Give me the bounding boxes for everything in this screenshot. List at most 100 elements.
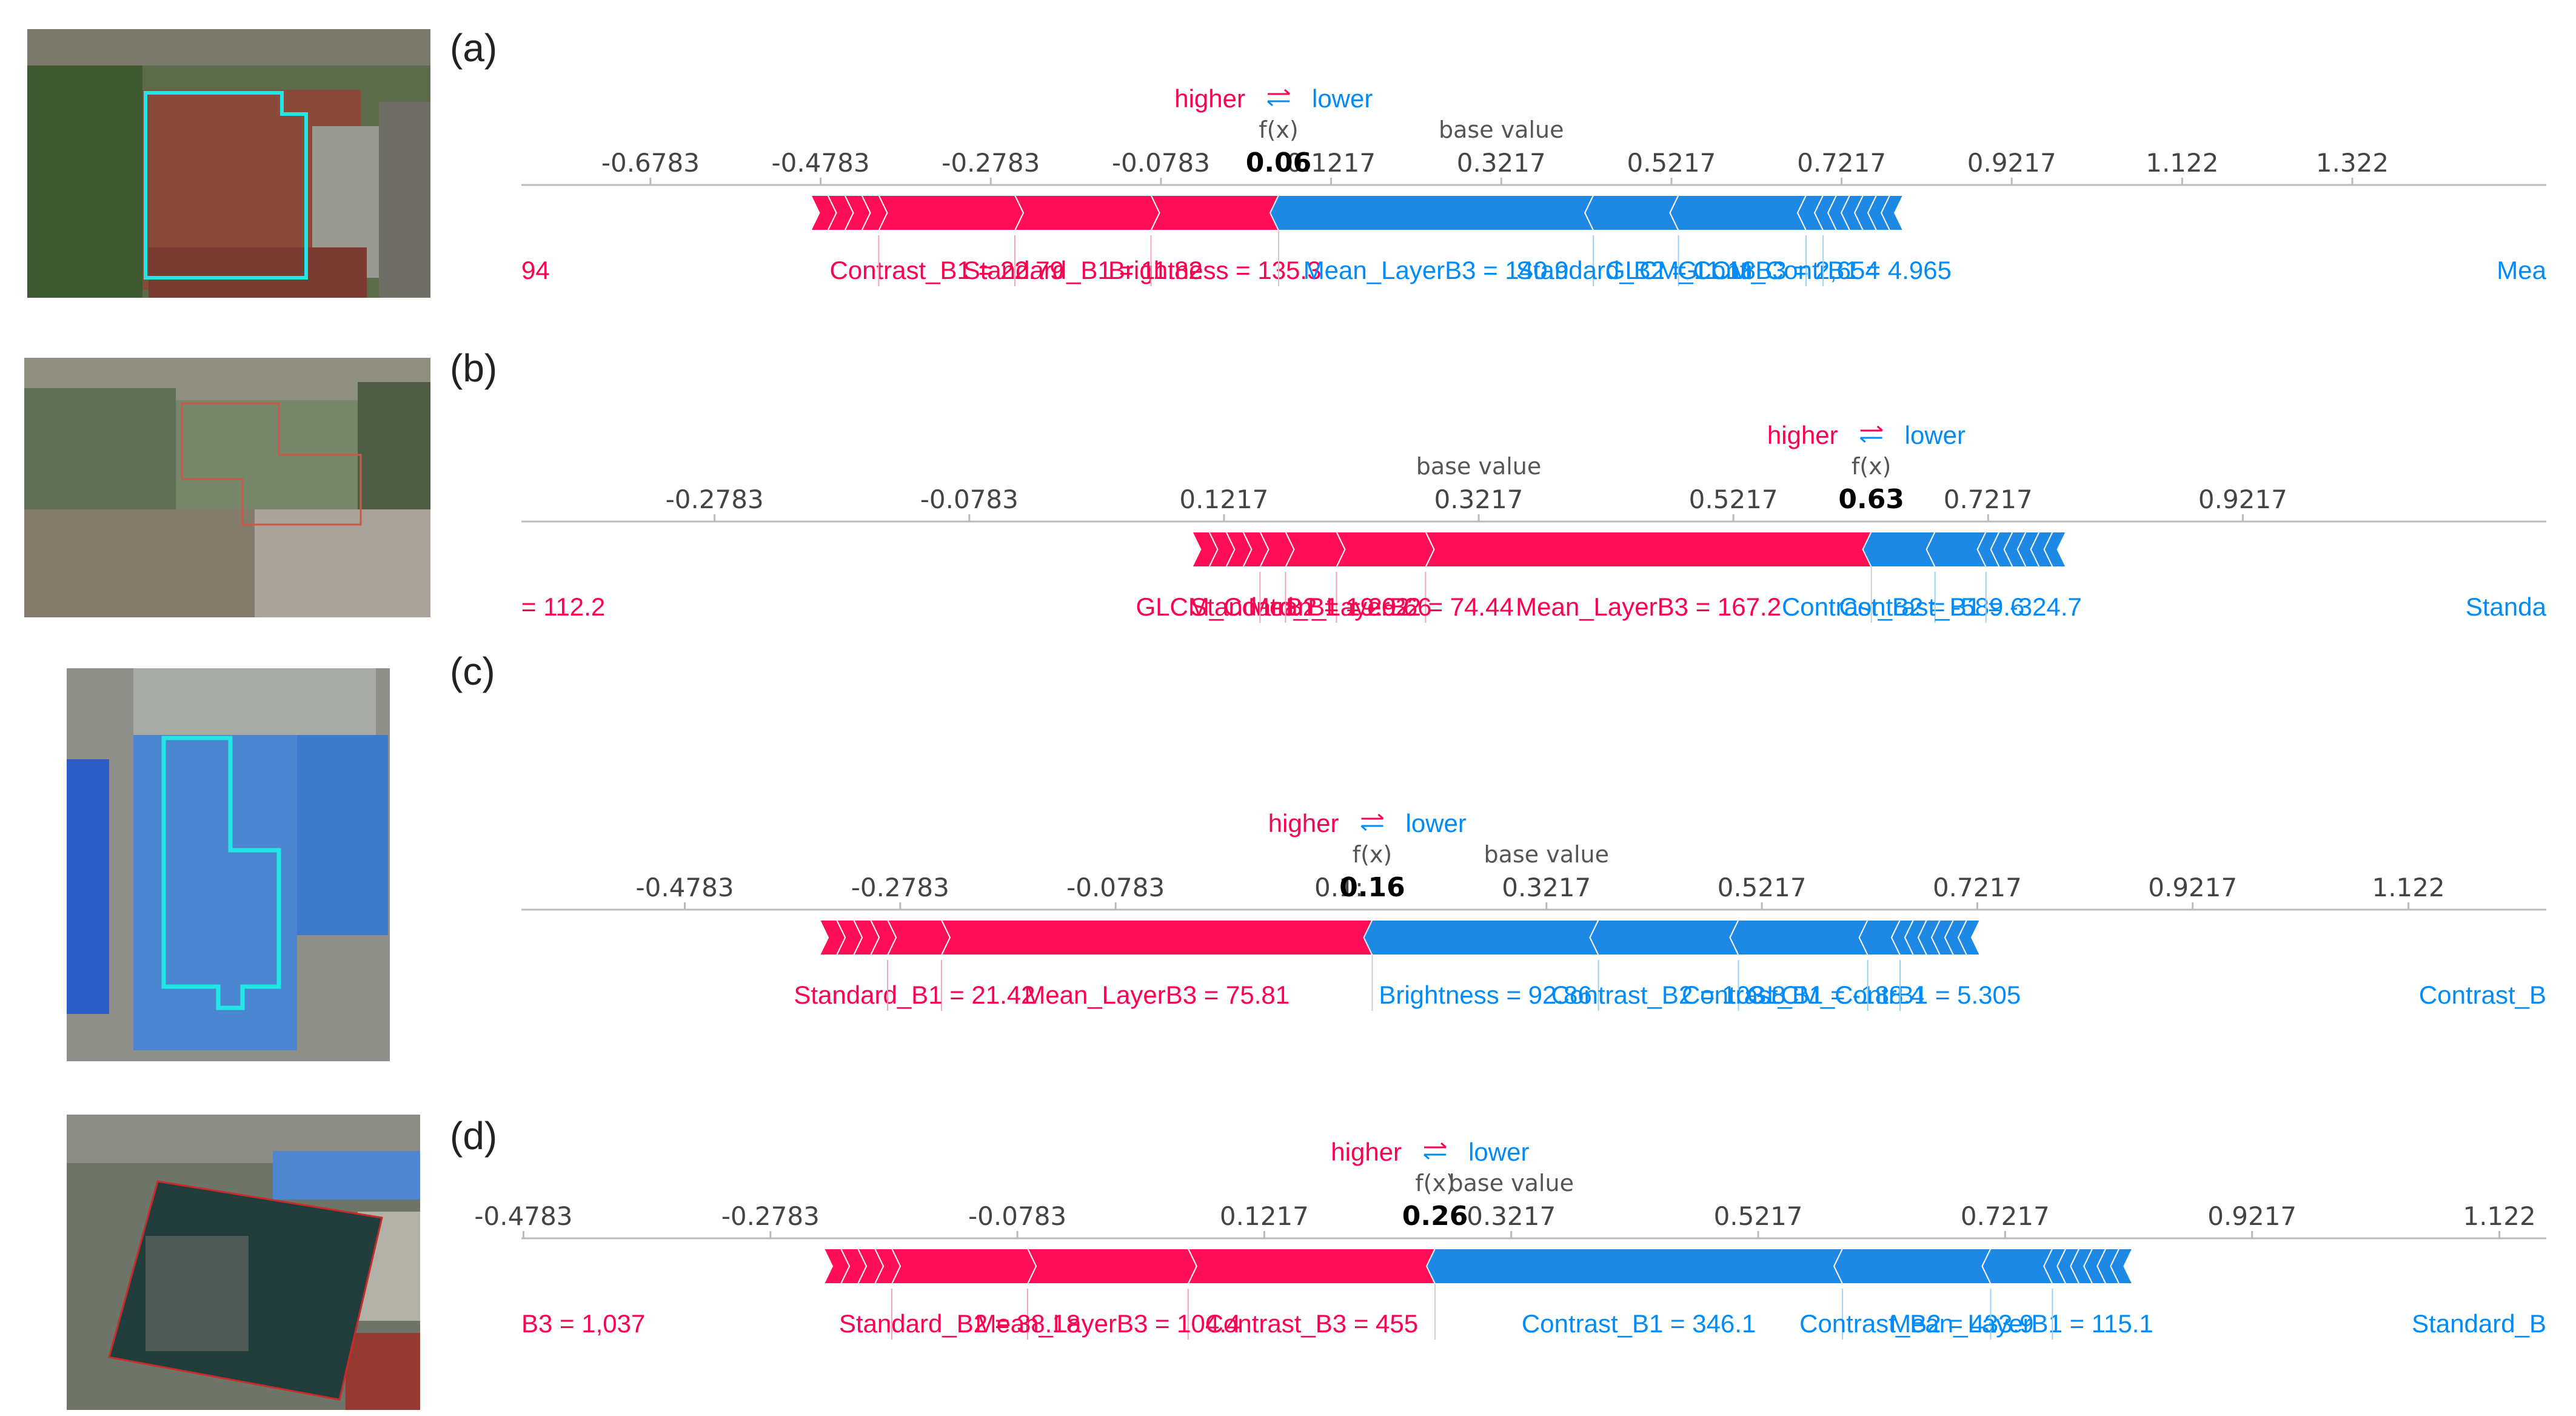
thumbnail-a bbox=[27, 29, 430, 298]
force-bar-lower bbox=[1584, 195, 1680, 231]
x-tick-label: -0.0783 bbox=[1066, 873, 1165, 902]
force-bar-higher bbox=[809, 195, 837, 231]
feature-label-lower: Contrast_B2 = 433.9 bbox=[1799, 1309, 2033, 1338]
legend-lower: lower bbox=[1905, 421, 1965, 449]
x-tick-label: 0.7217 bbox=[1797, 148, 1886, 178]
legend-arrow-higher bbox=[1860, 425, 1883, 432]
fx-value: 0.16 bbox=[1339, 872, 1405, 903]
x-tick-label: 0.5217 bbox=[1714, 1201, 1803, 1231]
x-tick-label: -0.2783 bbox=[851, 873, 949, 902]
feature-label-edge-right: Standa bbox=[2466, 592, 2547, 621]
x-tick-label: 1.122 bbox=[2146, 148, 2218, 178]
legend-lower: lower bbox=[1312, 84, 1373, 113]
fx-label: f(x) bbox=[1415, 1170, 1455, 1196]
x-tick-label: -0.2783 bbox=[666, 485, 764, 514]
force-bar-higher bbox=[1149, 195, 1288, 231]
x-tick-label: 0.3217 bbox=[1457, 148, 1546, 178]
force-plot-d: -0.4783 -0.2783 -0.0783 0.1217 0.3217 0.5217 0… bbox=[474, 1120, 2546, 1363]
feature-label-lower: GLCM_ContrB1 = 4.965 bbox=[1678, 256, 1952, 284]
feature-label-lower: Contrast_B1 = -324.7 bbox=[1839, 592, 2081, 621]
legend-arrow-lower bbox=[1859, 437, 1882, 443]
feature-label-lower: Contrast_B1 = 346.1 bbox=[1522, 1309, 1756, 1338]
fx-label: f(x) bbox=[1353, 841, 1393, 868]
feature-label-lower: GLCM_ContrB3 = 2,654 bbox=[1605, 256, 1879, 284]
feature-label-higher: Contrast_B1 = 22.79 bbox=[829, 256, 1063, 284]
x-tick-label: -0.0783 bbox=[968, 1201, 1066, 1231]
feature-label-lower: GLCM_ContrB1 = 5.305 bbox=[1747, 981, 2021, 1009]
force-bar-lower bbox=[2043, 531, 2067, 568]
thumbnail-d bbox=[67, 1115, 420, 1410]
x-tick-label: 0.3217 bbox=[1467, 1201, 1556, 1231]
legend-arrow-lower bbox=[1423, 1153, 1447, 1160]
force-bar-lower bbox=[1669, 195, 1807, 231]
force-bar-higher bbox=[891, 1248, 1037, 1284]
x-tick-label: -0.4783 bbox=[771, 148, 869, 178]
feature-label-lower: Brightness = 92.86 bbox=[1379, 981, 1591, 1009]
force-plot-svg: -0.4783 -0.2783 -0.0783 0.1217 0.3217 0.5217 0… bbox=[474, 1138, 2546, 1340]
feature-label-higher: Mean_LayerB3 = 75.81 bbox=[1024, 981, 1290, 1009]
base-value-label: base value bbox=[1416, 453, 1541, 480]
feature-label-higher: GLCM_ContrB2 = 19.62 bbox=[1136, 592, 1410, 621]
legend-higher: higher bbox=[1268, 809, 1339, 837]
x-tick-label: 0.3217 bbox=[1502, 873, 1591, 902]
fx-label: f(x) bbox=[1852, 453, 1892, 480]
fx-value: 0.06 bbox=[1246, 147, 1312, 178]
x-tick-label: 0.5217 bbox=[1689, 485, 1778, 514]
x-tick-label: 0.5217 bbox=[1718, 873, 1807, 902]
feature-label-edge-left: B3 = 1,037 bbox=[521, 1309, 645, 1338]
panel-letter: (b) bbox=[450, 346, 498, 390]
force-plot-svg: -0.2783 -0.0783 0.1217 0.3217 0.5217 0.7217 0.… bbox=[521, 421, 2547, 623]
force-bar-lower bbox=[1363, 919, 1600, 956]
x-tick-label: 0.7217 bbox=[1944, 485, 2033, 514]
feature-label-lower: Standard_B2 = 11.18 bbox=[1516, 256, 1756, 284]
legend-arrow-lower bbox=[1360, 825, 1383, 831]
base-value-label: base value bbox=[1439, 116, 1564, 143]
x-tick-label: 0.5217 bbox=[1627, 148, 1716, 178]
x-tick-label: 0.1217 bbox=[1286, 148, 1376, 178]
force-bar-lower bbox=[1589, 919, 1740, 956]
force-bar-lower bbox=[1981, 1248, 2053, 1284]
x-tick-label: 0.1217 bbox=[1179, 485, 1268, 514]
x-tick-label: -0.2783 bbox=[721, 1201, 820, 1231]
feature-label-edge-right: Standard_B bbox=[2412, 1309, 2546, 1338]
force-bar-higher bbox=[940, 919, 1382, 956]
force-bar-higher bbox=[818, 919, 846, 956]
force-bar-higher bbox=[886, 919, 951, 956]
x-tick-label: 0.1: bbox=[1314, 873, 1363, 902]
thumbnail-b bbox=[24, 358, 430, 617]
x-tick-label: 1.122 bbox=[2372, 873, 2444, 902]
panel-letter: (c) bbox=[450, 649, 495, 693]
force-bar-higher bbox=[1014, 195, 1160, 231]
force-bar-lower bbox=[1833, 1248, 1992, 1284]
legend-arrow-higher bbox=[1424, 1142, 1447, 1149]
thumbnail-c bbox=[67, 668, 390, 1061]
legend-arrow-higher bbox=[1267, 89, 1290, 95]
feature-label-higher: Standard_B1 = 29.66 bbox=[1190, 592, 1431, 621]
x-tick-label: 1.322 bbox=[2316, 148, 2389, 178]
force-plot-b: -0.2783 -0.0783 0.1217 0.3217 0.5217 0.7217 0.… bbox=[521, 403, 2547, 646]
feature-label-higher: Standard_B1 = 21.42 bbox=[794, 981, 1035, 1009]
x-tick-label: -0.6783 bbox=[601, 148, 700, 178]
force-bar-lower bbox=[2110, 1248, 2133, 1284]
force-bar-lower bbox=[1425, 1248, 1844, 1284]
feature-label-edge-right: Mea bbox=[2497, 256, 2546, 284]
legend-lower: lower bbox=[1468, 1138, 1529, 1166]
legend-arrow-lower bbox=[1267, 100, 1290, 107]
feature-label-higher: Brightness = 135.3 bbox=[1108, 256, 1321, 284]
force-bar-higher bbox=[1187, 1248, 1445, 1284]
x-tick-label: 0.1217 bbox=[1220, 1201, 1309, 1231]
base-value-label: base value bbox=[1448, 1170, 1573, 1196]
x-tick-label: 0.9217 bbox=[1967, 148, 2056, 178]
force-plot-svg: -0.6783 -0.4783 -0.2783 -0.0783 0.1217 0.3217… bbox=[521, 84, 2547, 286]
feature-label-higher: Mean_LayerB3 = 167.2 bbox=[1516, 592, 1781, 621]
feature-label-lower: Contrast_B2 = -589.6 bbox=[1782, 592, 2024, 621]
x-tick-label: 0.9217 bbox=[2207, 1201, 2297, 1231]
x-tick-label: -0.4783 bbox=[474, 1201, 572, 1231]
force-plot-c: -0.4783 -0.2783 -0.0783 0.3217 0.5217 0.7217 0… bbox=[521, 791, 2546, 1034]
x-tick-label: 0.3217 bbox=[1434, 485, 1524, 514]
force-bar-lower bbox=[1729, 919, 1869, 956]
feature-label-higher: Mean_LayerB2 = 74.44 bbox=[1248, 592, 1514, 621]
feature-label-higher: Standard_B1 = 11.82 bbox=[963, 256, 1203, 284]
feature-label-edge-left: = 112.2 bbox=[521, 592, 605, 621]
x-tick-label: -0.0783 bbox=[1112, 148, 1210, 178]
